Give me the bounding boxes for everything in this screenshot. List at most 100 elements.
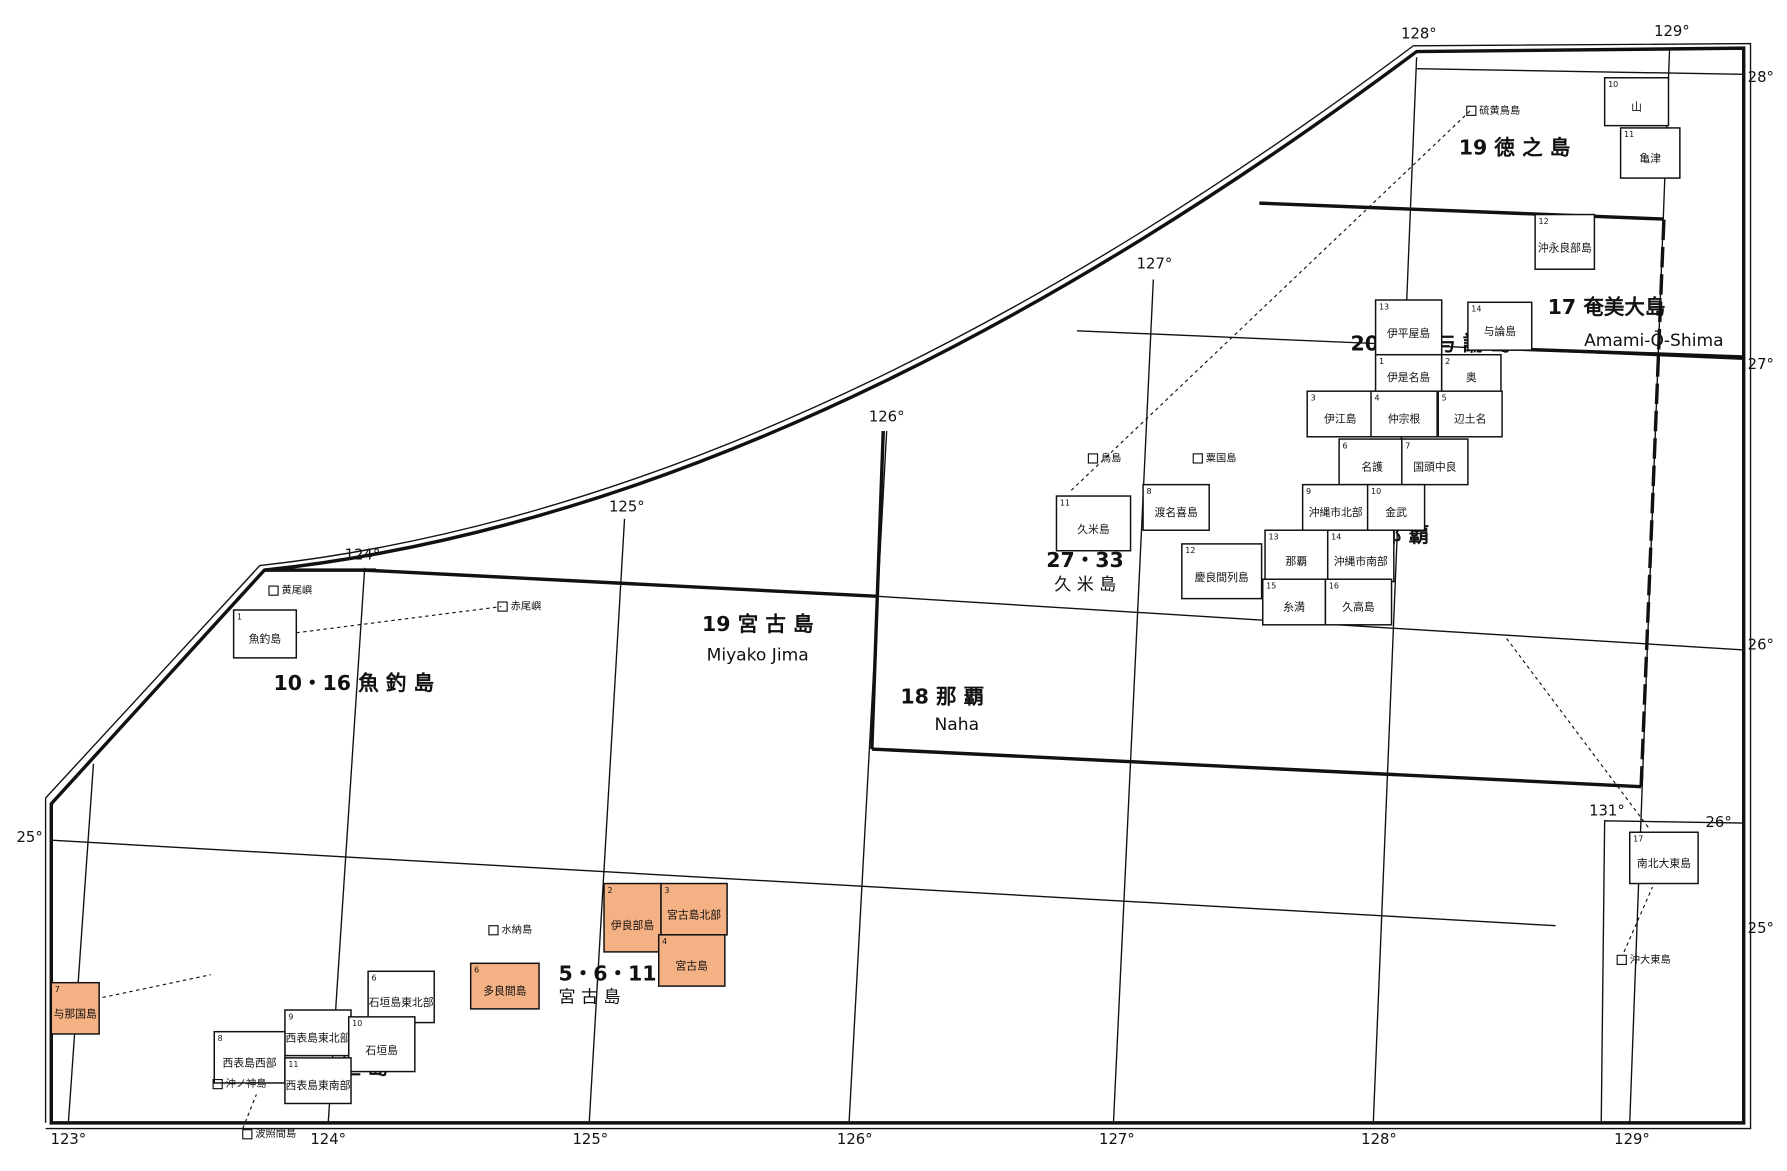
sheet-name: 宮古島北部: [667, 907, 721, 921]
sheet-number: 5: [1442, 394, 1447, 403]
sheet-number: 12: [1539, 217, 1549, 226]
map-sheet: [1603, 77, 1670, 127]
island-marker: [488, 925, 499, 936]
sheet-name: 名護: [1361, 459, 1383, 473]
sheet-number: 10: [352, 1019, 362, 1028]
sheet-name: 慶良間列島: [1195, 570, 1249, 584]
graticule-label: 127°: [1137, 256, 1173, 273]
sheet-number: 7: [1405, 441, 1410, 450]
map-sheet: [1401, 438, 1469, 486]
sheet-number: 2: [607, 886, 612, 895]
sheet-name: 金武: [1385, 505, 1407, 519]
island-label: 赤尾嶼: [511, 600, 542, 613]
island-label: 波照間島: [255, 1127, 296, 1140]
island-label: 沖大東島: [1630, 953, 1671, 966]
map-sheet: [1181, 543, 1263, 600]
sheet-name: 南北大東島: [1637, 856, 1691, 870]
sheet-name: 西表島西部: [223, 1055, 277, 1069]
region-label: 17 奄美大島: [1548, 295, 1666, 319]
sheet-name: 魚釣島: [249, 632, 282, 646]
region-sublabel: Miyako Jima: [707, 646, 809, 666]
map-sheet: [1366, 483, 1426, 531]
map-sheet: [1628, 831, 1699, 885]
map-sheet: [1437, 390, 1503, 438]
sheet-number: 4: [1374, 394, 1379, 403]
map-sheet: [603, 882, 662, 953]
sheet-number: 14: [1471, 305, 1481, 314]
map-sheet: [232, 609, 298, 659]
island-label: 沖ノ神島: [226, 1077, 267, 1090]
island-label: 黄尾嶼: [281, 584, 312, 597]
region-sublabel: Amami-Ō-Shima: [1584, 329, 1723, 351]
sheet-number: 11: [288, 1060, 298, 1069]
sheet-number: 11: [1624, 130, 1634, 139]
graticule-label: 28°: [1748, 69, 1774, 86]
map-sheet: [469, 962, 540, 1010]
map-sheet: [1142, 483, 1210, 531]
sheet-number: 16: [1329, 582, 1339, 591]
sheet-name: 伊平屋島: [1387, 326, 1430, 340]
graticule-label: 125°: [573, 1131, 609, 1148]
island-label: 鳥島: [1101, 451, 1122, 464]
sheet-name: 渡名喜島: [1155, 505, 1198, 519]
map-sheet: [1262, 578, 1327, 626]
sheet-name: 国頭中良: [1413, 459, 1456, 473]
sheet-number: 3: [664, 886, 669, 895]
sheet-name: 那覇: [1286, 555, 1308, 568]
sheet-name: 沖縄市北部: [1309, 505, 1363, 519]
map-sheet: [1467, 301, 1533, 351]
graticule-label: 27°: [1748, 356, 1774, 373]
graticule-label: 126°: [869, 408, 905, 425]
sheet-number: 14: [1331, 533, 1341, 542]
island-marker: [1616, 954, 1627, 966]
map-sheet: [1440, 353, 1502, 394]
region-sublabel: 宮 古 島: [558, 987, 620, 1007]
sheet-name: 久高島: [1342, 599, 1375, 613]
map-sheet: [1055, 495, 1132, 552]
sheet-name: 多良間島: [483, 984, 526, 998]
sheet-number: 13: [1268, 533, 1278, 542]
map-sheet: [347, 1016, 416, 1073]
graticule-label: 131°: [1589, 803, 1625, 820]
sheet-number: 1: [237, 612, 242, 621]
map-sheet: [284, 1009, 352, 1057]
map-sheet: [1338, 438, 1406, 486]
region-label: 19 徳 之 島: [1459, 135, 1570, 159]
graticule-label: 124°: [345, 546, 381, 563]
island-marker: [242, 1129, 253, 1140]
graticule-label: 124°: [310, 1131, 346, 1148]
map-sheet: [1370, 390, 1438, 438]
map-sheet: [660, 882, 728, 936]
sheet-number: 6: [474, 966, 479, 975]
sheet-number: 11: [1060, 498, 1070, 507]
map-sheet: [1374, 353, 1443, 394]
map-sheet: [50, 981, 100, 1035]
island-marker: [268, 585, 279, 596]
graticule-label: 129°: [1654, 23, 1690, 40]
sheet-number: 12: [1185, 546, 1195, 555]
sheet-number: 4: [662, 937, 667, 946]
map-sheet: [1264, 529, 1329, 583]
island-marker: [212, 1078, 223, 1090]
sheet-number: 9: [288, 1012, 293, 1021]
sheet-number: 17: [1633, 835, 1643, 844]
graticule-label: 26°: [1706, 814, 1732, 831]
sheet-name: 山: [1631, 100, 1642, 113]
sheet-name: 沖永良部島: [1538, 240, 1592, 254]
island-marker: [1466, 105, 1477, 116]
map-sheet: [1619, 127, 1681, 179]
sheet-name: 西表島東南部: [286, 1078, 351, 1092]
graticule-label: 25°: [17, 829, 43, 846]
map-sheet: [367, 970, 435, 1024]
region-sublabel: 久 米 島: [1054, 575, 1116, 595]
sheet-number: 8: [218, 1034, 223, 1043]
island-label: 水納島: [501, 923, 532, 936]
island-marker: [1192, 453, 1203, 464]
sheet-name: 仲宗根: [1388, 411, 1421, 425]
map-sheet: [1534, 213, 1596, 270]
sheet-number: 7: [55, 985, 60, 994]
map-sheet: [657, 934, 726, 987]
island-marker: [1087, 453, 1099, 464]
sheet-number: 15: [1266, 582, 1276, 591]
